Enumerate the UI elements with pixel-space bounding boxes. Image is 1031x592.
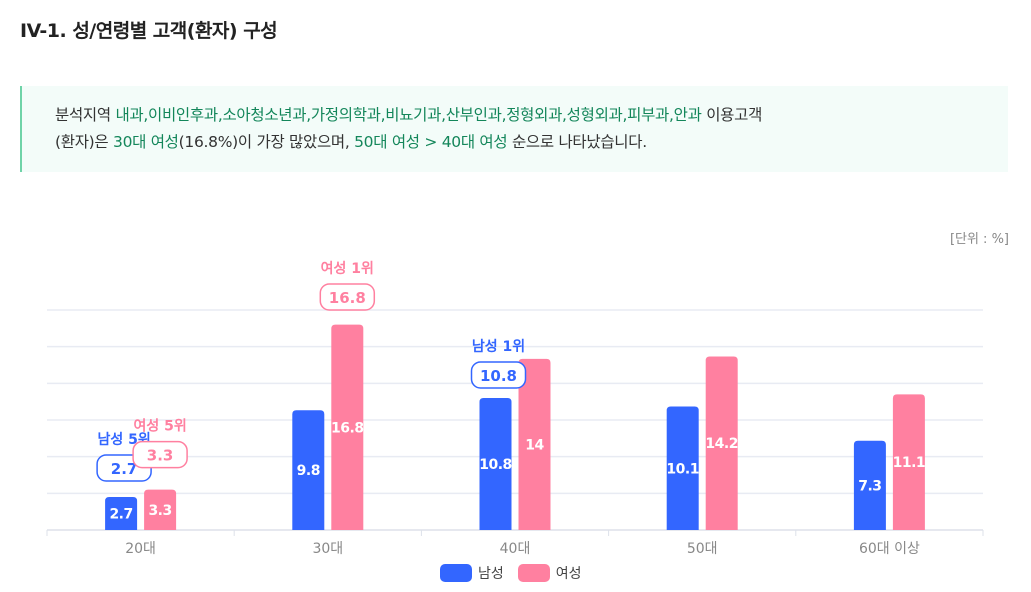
rank-badge	[132, 440, 188, 469]
bar-value-label: 10.8	[479, 457, 512, 473]
legend-swatch	[440, 564, 472, 582]
rank-badge	[319, 283, 376, 311]
summary-departments: 내과,이비인후과,소아청소년과,가정의학과,비뇨기과,산부인과,정형외과,성형외…	[115, 106, 702, 124]
page-title: IV-1. 성/연령별 고객(환자) 구성	[20, 20, 278, 42]
bar-male	[292, 410, 325, 530]
rank-badge-value: 3.3	[147, 447, 174, 465]
x-tick-label: 60대 이상	[859, 541, 920, 557]
bar-male	[853, 440, 886, 530]
bar-value-label: 14.2	[705, 436, 738, 452]
summary-text: 순으로 나타났습니다.	[507, 133, 647, 151]
x-tick-label: 40대	[500, 541, 531, 557]
legend-label: 남성	[478, 566, 504, 582]
summary-highlight: 50대 여성 > 40대 여성	[354, 133, 508, 151]
legend-item-female[interactable]: 여성	[517, 563, 582, 583]
summary-highlight: 30대 여성	[113, 133, 179, 151]
bar-male	[479, 398, 512, 530]
summary-text: 이용고객	[701, 106, 763, 124]
legend-label: 여성	[555, 566, 582, 582]
bar-value-label: 10.1	[666, 461, 699, 477]
rank-annotation: 여성 1위	[321, 260, 374, 277]
rank-badge	[470, 361, 527, 389]
rank-annotation: 여성 5위	[133, 418, 186, 435]
x-tick-label: 50대	[687, 541, 718, 557]
bar-male	[105, 497, 138, 530]
summary-box: 분석지역 내과,이비인후과,소아청소년과,가정의학과,비뇨기과,산부인과,정형외…	[20, 86, 1008, 172]
bar-value-label: 16.8	[331, 420, 364, 436]
bar-value-label: 14	[525, 437, 544, 453]
bar-value-label: 9.8	[297, 463, 320, 479]
unit-label: [단위 : %]	[949, 232, 1009, 247]
bar-value-label: 11.1	[893, 455, 926, 471]
x-tick-label: 20대	[125, 541, 156, 557]
bar-female	[144, 489, 177, 530]
rank-badge-value: 10.8	[480, 367, 517, 385]
summary-text: (환자)은	[55, 133, 114, 151]
bar-female	[331, 324, 364, 530]
summary-text: (16.8%)이 가장 많았으며,	[178, 133, 355, 151]
rank-badge-value: 2.7	[111, 460, 138, 478]
bar-female	[892, 394, 925, 530]
bar-value-label: 7.3	[858, 478, 881, 494]
bar-value-label: 3.3	[148, 503, 171, 519]
legend: 남성 여성	[440, 563, 582, 583]
legend-item-male[interactable]: 남성	[440, 563, 504, 583]
x-tick-label: 30대	[312, 541, 343, 557]
legend-swatch	[517, 564, 550, 582]
bar-male	[666, 406, 699, 530]
rank-annotation: 남성 1위	[472, 338, 525, 355]
summary-text: 분석지역	[55, 106, 116, 124]
rank-badge-value: 16.8	[329, 289, 366, 307]
bar-value-label: 2.7	[109, 507, 132, 523]
bar-female	[518, 358, 551, 530]
bar-female	[705, 356, 738, 530]
